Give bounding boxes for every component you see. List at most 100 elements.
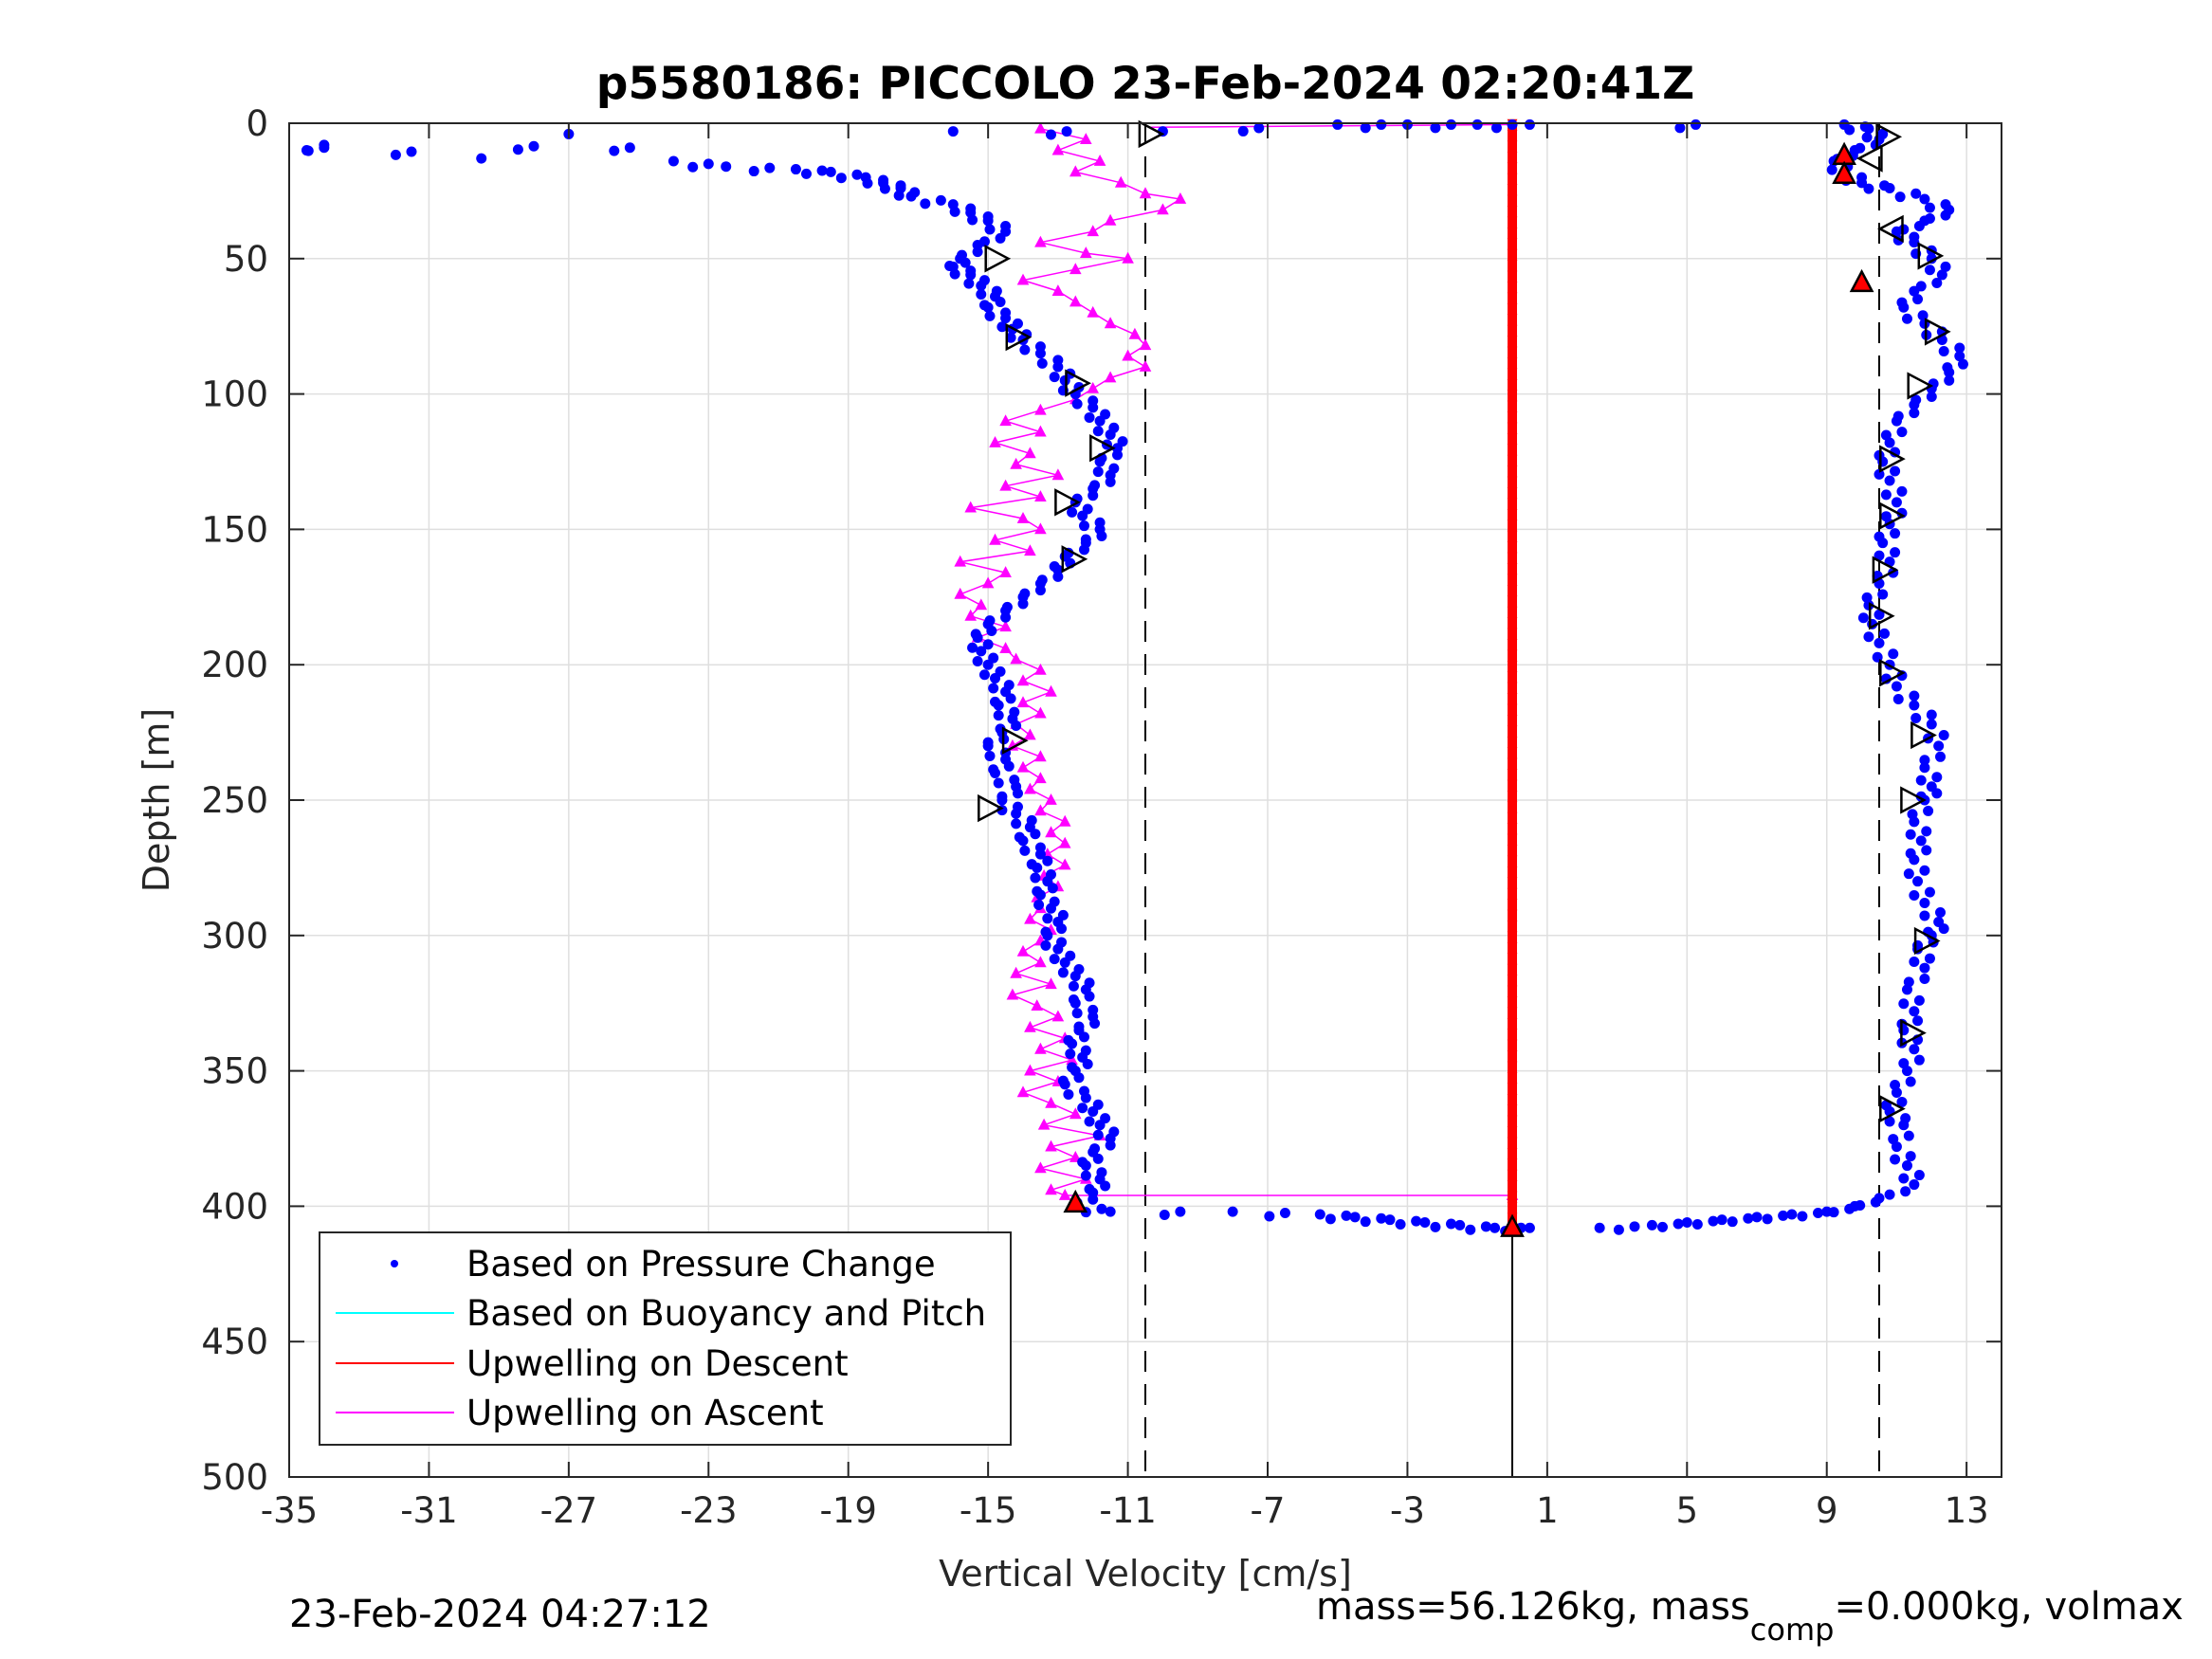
- direction-marker-triangle: [1001, 726, 1029, 755]
- pressure-descent-point: [967, 642, 978, 653]
- pressure-descent-point: [1411, 1215, 1422, 1227]
- pressure-ascent-point: [1917, 310, 1929, 321]
- pressure-descent-point: [390, 149, 401, 160]
- descent-upwelling-point: [1507, 693, 1518, 703]
- y-tick-label: 200: [201, 645, 268, 685]
- pressure-ascent-point: [1901, 313, 1912, 324]
- pressure-ascent-point: [1892, 693, 1904, 704]
- descent-upwelling-point: [1507, 703, 1518, 714]
- pressure-ascent-point: [1332, 118, 1344, 130]
- pressure-ascent-point: [1879, 628, 1891, 639]
- pressure-ascent-point: [1910, 394, 1922, 406]
- pressure-descent-point: [967, 214, 978, 226]
- pressure-descent-point: [1033, 900, 1045, 911]
- x-tick-label: -11: [1099, 1490, 1156, 1531]
- ascent-upwelling-point: [1024, 728, 1036, 740]
- pressure-ascent-point: [1786, 1209, 1798, 1220]
- pressure-descent-point: [1034, 848, 1046, 860]
- ascent-upwelling-point: [1034, 121, 1047, 134]
- reference-lines: [1144, 123, 1880, 1477]
- descent-upwelling-point: [1507, 757, 1518, 768]
- pressure-descent-point: [1279, 1208, 1290, 1219]
- pressure-descent-point: [995, 232, 1006, 244]
- pressure-ascent-point: [1909, 890, 1920, 902]
- pressure-descent-point: [1057, 967, 1069, 978]
- pressure-ascent-point: [1857, 612, 1869, 624]
- pressure-descent-point: [1000, 313, 1012, 324]
- pressure-descent-point: [1430, 1221, 1441, 1232]
- pressure-descent-point: [1056, 923, 1068, 935]
- pressure-ascent-point: [1879, 180, 1891, 191]
- pressure-ascent-point: [1884, 1116, 1895, 1127]
- ascent-upwelling-point: [999, 414, 1012, 427]
- ascent-upwelling-point: [1034, 522, 1047, 535]
- pressure-descent-point: [1049, 954, 1060, 965]
- pressure-ascent-point: [1880, 511, 1892, 522]
- descent-upwelling-point: [1507, 476, 1518, 486]
- descent-upwelling-point: [1507, 368, 1518, 378]
- descent-upwelling-point: [1507, 845, 1518, 855]
- descent-upwelling-point: [1507, 769, 1518, 779]
- pressure-descent-point: [982, 301, 994, 313]
- pressure-descent-point: [1080, 1160, 1091, 1172]
- pressure-ascent-point: [1891, 681, 1902, 692]
- pressure-ascent-point: [1874, 531, 1885, 542]
- pressure-ascent-point: [1856, 172, 1868, 183]
- descent-upwelling-point: [1507, 444, 1518, 454]
- descent-upwelling-point: [1507, 725, 1518, 736]
- pressure-ascent-point: [1905, 1076, 1916, 1087]
- descent-upwelling-point: [1507, 985, 1518, 995]
- pressure-ascent-point: [1909, 231, 1920, 243]
- direction-marker-triangle: [1910, 720, 1937, 750]
- pressure-ascent-point: [1797, 1211, 1808, 1222]
- pressure-descent-point: [862, 177, 873, 189]
- direction-marker-triangle: [1872, 556, 1899, 584]
- pressure-descent-point: [790, 164, 801, 175]
- pressure-descent-point: [800, 168, 812, 179]
- pressure-ascent-point: [1903, 868, 1914, 880]
- descent-upwelling-point: [1507, 390, 1518, 400]
- pressure-ascent-point: [1884, 1189, 1895, 1200]
- pressure-ascent-point: [1613, 1224, 1624, 1235]
- pressure-descent-point: [816, 165, 828, 176]
- ascent-upwelling-point: [1016, 512, 1030, 523]
- pressure-descent-point: [1019, 845, 1031, 856]
- pressure-ascent-point: [1877, 128, 1889, 139]
- pressure-descent-point: [1096, 1203, 1107, 1214]
- descent-upwelling-point: [1507, 303, 1518, 314]
- ascent-upwelling-point: [1010, 966, 1022, 978]
- pressure-ascent-point: [1919, 910, 1930, 921]
- legend-box: [319, 1231, 1012, 1446]
- pressure-ascent-point: [1838, 118, 1850, 130]
- descent-upwelling-point: [1507, 747, 1518, 757]
- ascent-upwelling-point: [999, 620, 1012, 632]
- pressure-descent-point: [1094, 456, 1106, 467]
- descent-upwelling-point: [1507, 411, 1518, 422]
- descent-upwelling-point: [1507, 184, 1518, 194]
- pressure-descent-point: [1019, 344, 1031, 356]
- pressure-descent-point: [528, 140, 539, 152]
- descent-upwelling-point: [1507, 324, 1518, 336]
- x-tick-label: -31: [400, 1490, 457, 1531]
- pressure-descent-point: [1040, 939, 1051, 951]
- marker-layer: [978, 119, 1951, 1237]
- x-tick-label: -15: [960, 1490, 1016, 1531]
- series-layer: [301, 118, 1968, 1237]
- pressure-ascent-point: [1743, 1212, 1754, 1224]
- pressure-descent-point: [1094, 1120, 1106, 1131]
- pressure-descent-point: [1034, 585, 1046, 596]
- descent-upwelling-point: [1507, 1126, 1518, 1137]
- pressure-descent-point: [1042, 913, 1053, 924]
- pressure-descent-point: [990, 767, 1001, 778]
- pressure-descent-point: [1454, 1219, 1466, 1231]
- descent-upwelling-point: [1507, 1029, 1518, 1039]
- ascent-upwelling-point: [1031, 999, 1043, 1011]
- pressure-descent-point: [1446, 1218, 1456, 1230]
- ascent-upwelling-point: [1037, 1118, 1051, 1130]
- pressure-ascent-point: [1905, 1151, 1916, 1162]
- pressure-ascent-point: [1524, 118, 1535, 130]
- pressure-ascent-point: [1237, 125, 1249, 137]
- ascent-upwelling-point: [1034, 1042, 1047, 1054]
- pressure-ascent-point: [1681, 1217, 1692, 1229]
- pressure-descent-point: [1065, 1048, 1076, 1060]
